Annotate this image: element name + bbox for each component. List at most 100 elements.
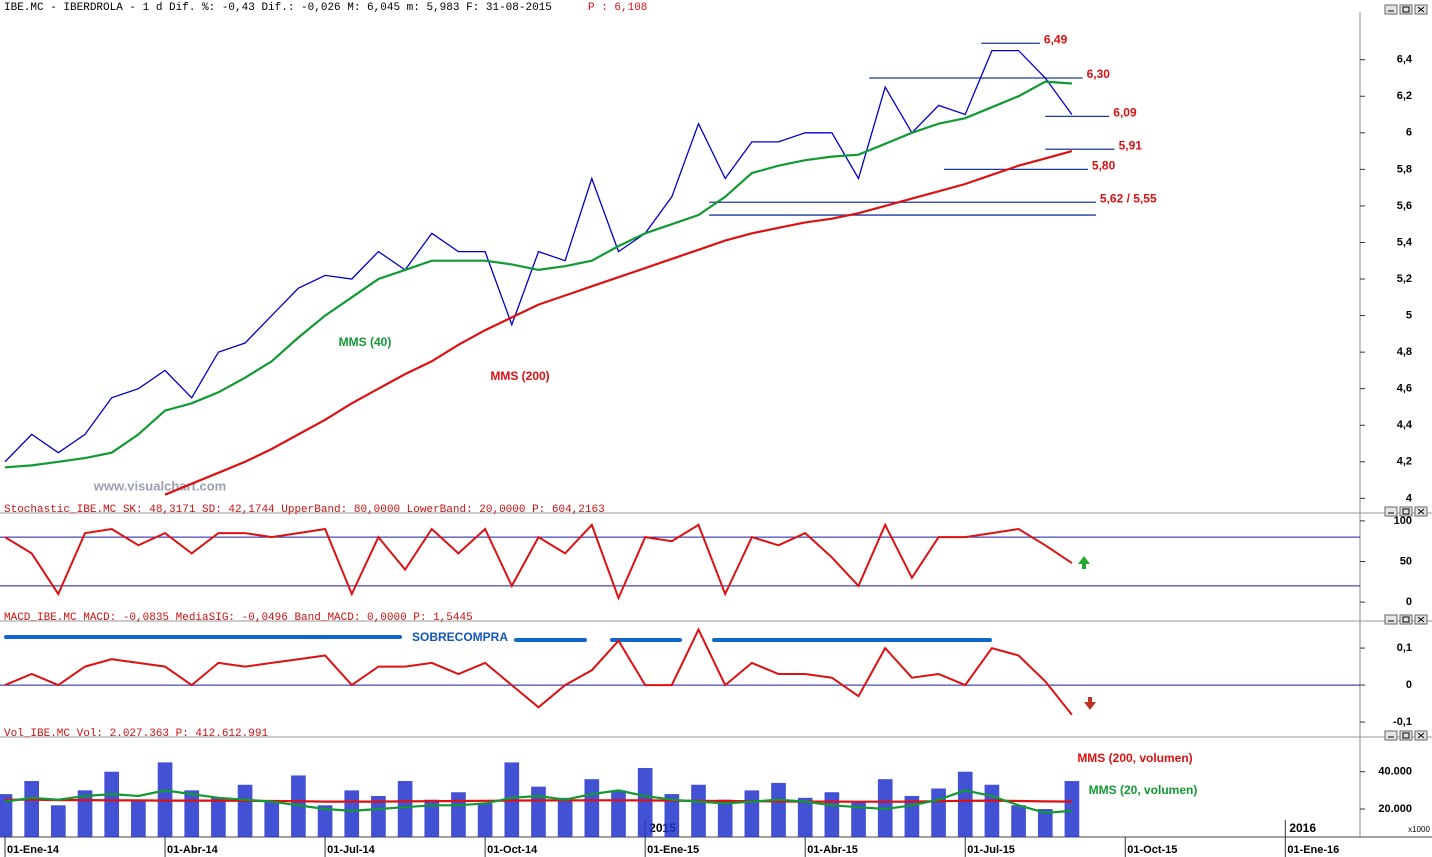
window-button[interactable] bbox=[1384, 506, 1398, 517]
window-button-icon bbox=[1417, 616, 1425, 623]
series-label: MMS (200, volumen) bbox=[1077, 751, 1192, 765]
volume-bar bbox=[717, 799, 733, 837]
window-button[interactable] bbox=[1384, 730, 1398, 741]
window-button-icon bbox=[1402, 732, 1410, 739]
volume-bar bbox=[397, 781, 413, 837]
x-tick-label: 01-Abr-15 bbox=[807, 844, 858, 856]
volume-bar bbox=[104, 771, 120, 837]
x-tick-label: 01-Abr-14 bbox=[167, 844, 219, 856]
series-line bbox=[164, 150, 1073, 496]
y-tick-label: 40.000 bbox=[1378, 766, 1412, 778]
level-label: 5,80 bbox=[1092, 159, 1116, 173]
volume-bar bbox=[0, 794, 13, 837]
y-tick-label: 0 bbox=[1406, 596, 1412, 608]
x-tick-label: 01-Oct-14 bbox=[487, 844, 538, 856]
volume-bar bbox=[744, 790, 760, 837]
y-tick-label: 5,8 bbox=[1397, 163, 1412, 175]
window-button-icon bbox=[1402, 616, 1410, 623]
volume-bar bbox=[771, 782, 786, 837]
y-tick-label: 6 bbox=[1406, 127, 1412, 139]
volume-bar bbox=[797, 797, 813, 837]
x-tick-label: 01-Jul-15 bbox=[967, 844, 1015, 856]
volume-bar bbox=[824, 792, 840, 837]
x-tick-label: 01-Jul-14 bbox=[327, 844, 376, 856]
value-line bbox=[4, 627, 1073, 716]
volume-bar bbox=[691, 784, 706, 837]
panel-title: Stochastic_IBE.MC SK: 48,3171 SD: 42,174… bbox=[4, 504, 605, 516]
volume-bar bbox=[957, 771, 973, 837]
volume-bar bbox=[24, 781, 40, 837]
y-tick-label: 4,6 bbox=[1397, 383, 1412, 395]
volume-bar bbox=[451, 792, 466, 837]
value-line bbox=[4, 522, 1073, 601]
volume-bar bbox=[184, 790, 200, 837]
volume-bar bbox=[317, 805, 333, 837]
volume-bar bbox=[1037, 809, 1053, 837]
y-tick-label: 4 bbox=[1406, 492, 1413, 504]
window-button[interactable] bbox=[1399, 506, 1413, 517]
level-label: 5,91 bbox=[1119, 138, 1143, 152]
series-line bbox=[4, 789, 1072, 814]
y-tick-label: 20.000 bbox=[1378, 803, 1412, 815]
x-tick-label: 01-Oct-15 bbox=[1127, 844, 1177, 856]
y-tick-label: 5,4 bbox=[1397, 236, 1413, 248]
panel-title: Vol_IBE.MC Vol: 2.027.363 P: 412.612.991 bbox=[4, 728, 268, 740]
volume-bar bbox=[264, 801, 280, 837]
header-text: IBE.MC - IBERDROLA - 1 d Dif. %: -0,43 D… bbox=[4, 2, 552, 14]
value-line bbox=[4, 49, 1073, 463]
down-arrow bbox=[1084, 697, 1096, 710]
volume-bar bbox=[984, 784, 1000, 837]
window-button[interactable] bbox=[1384, 614, 1398, 625]
volume-bar bbox=[131, 799, 146, 837]
volume-bar bbox=[531, 786, 546, 837]
volume-bar bbox=[477, 803, 493, 837]
window-button[interactable] bbox=[1399, 4, 1413, 15]
volume-bar bbox=[1011, 805, 1026, 837]
x-tick-label: 01-Ene-15 bbox=[647, 844, 699, 856]
volume-bar bbox=[344, 790, 360, 837]
volume-bar bbox=[557, 797, 573, 837]
sobrecompra-bars bbox=[4, 635, 992, 642]
series-line bbox=[4, 80, 1072, 469]
volume-bar bbox=[637, 767, 653, 837]
series-label: MMS (20, volumen) bbox=[1089, 783, 1198, 797]
window-button[interactable] bbox=[1399, 614, 1413, 625]
level-label: 5,62 / 5,55 bbox=[1100, 191, 1157, 205]
volume-bar bbox=[237, 784, 253, 837]
y-tick-label: 6,2 bbox=[1397, 90, 1412, 102]
level-label: 6,09 bbox=[1113, 106, 1137, 120]
y-tick-label: 4,4 bbox=[1397, 419, 1413, 431]
up-arrow bbox=[1078, 556, 1090, 569]
volume-bar bbox=[851, 801, 866, 837]
window-button[interactable] bbox=[1399, 730, 1413, 741]
y-tick-label: -0,1 bbox=[1393, 716, 1412, 728]
volume-bar bbox=[424, 799, 440, 837]
volume-bar bbox=[371, 795, 386, 837]
series-label: MMS (200) bbox=[490, 369, 549, 383]
volume-bar bbox=[611, 790, 626, 837]
series-label: MMS (40) bbox=[339, 335, 392, 349]
y-tick-label: 4,2 bbox=[1397, 456, 1412, 468]
window-button-icon bbox=[1417, 6, 1425, 13]
y-tick-label: 0 bbox=[1406, 679, 1412, 691]
level-label: 6,49 bbox=[1044, 32, 1068, 46]
volume-bar bbox=[584, 779, 600, 837]
window-button[interactable] bbox=[1384, 4, 1398, 15]
volume-bar bbox=[664, 794, 680, 837]
y-tick-label: 100 bbox=[1394, 515, 1412, 527]
window-button-icon bbox=[1402, 6, 1410, 13]
volume-bar bbox=[77, 790, 93, 837]
window-button-icon bbox=[1417, 508, 1425, 515]
volume-bar bbox=[51, 805, 66, 837]
y-tick-label: 5,6 bbox=[1397, 200, 1412, 212]
volume-bar bbox=[1064, 781, 1080, 837]
window-button-icon bbox=[1417, 732, 1425, 739]
x-tick-label: 01-Ene-14 bbox=[7, 844, 60, 856]
x-tick-label: 01-Ene-16 bbox=[1287, 844, 1339, 856]
y-tick-label: 4,8 bbox=[1397, 346, 1412, 358]
macd-annotation: SOBRECOMPRA bbox=[412, 630, 508, 644]
volume-bar bbox=[931, 788, 946, 837]
y-tick-label: 5,2 bbox=[1397, 273, 1412, 285]
